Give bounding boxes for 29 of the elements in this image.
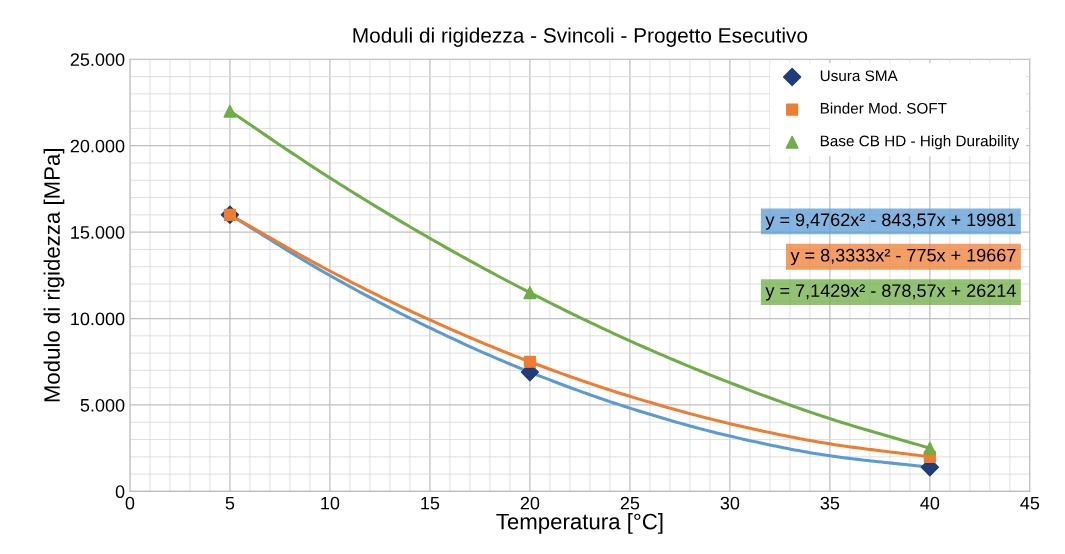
annotation: y = 7,1429x² - 878,57x + 26214 <box>765 284 1016 301</box>
x-tick-label: 0 <box>125 496 135 510</box>
y-tick-label: 25.000 <box>70 53 125 66</box>
x-tick-label: 15 <box>421 496 440 510</box>
y-tick-label: 0 <box>115 485 125 499</box>
y-tick-label: 20.000 <box>70 139 125 153</box>
annotation: y = 8,3333x² - 775x + 19667 <box>790 248 1016 266</box>
legend-label: Usura SMA <box>820 70 898 82</box>
x-tick-label: 30 <box>720 496 740 510</box>
point <box>523 355 536 368</box>
point <box>223 104 237 118</box>
x-tick-label: 10 <box>321 496 340 510</box>
legend-label: Base CB HD - High Durability <box>820 135 1020 150</box>
x-tick-label: 25 <box>620 496 640 510</box>
x-tick-label: 45 <box>1020 496 1040 510</box>
point <box>923 441 937 455</box>
x-tick-label: 20 <box>520 496 540 510</box>
x-tick-label: 5 <box>225 496 235 510</box>
x-tick-label: 40 <box>920 496 940 510</box>
x-tick-label: 35 <box>820 496 840 510</box>
y-tick-label: 15.000 <box>71 226 125 239</box>
point <box>523 286 537 300</box>
x-axis-title: Temperatura [°C] <box>496 513 663 534</box>
y-tick-label: 5.000 <box>80 398 125 412</box>
y-axis-title: Modulo di rigidezza [MPa] <box>43 149 65 402</box>
y-tick-label: 10.000 <box>71 312 125 326</box>
legend-label: Binder Mod. SOFT <box>820 102 947 114</box>
chart-title: Moduli di rigidezza - Svincoli - Progetto Esecutivo <box>353 27 808 47</box>
annotation: y = 9,4762x² - 843,57x + 19981 <box>765 213 1016 230</box>
